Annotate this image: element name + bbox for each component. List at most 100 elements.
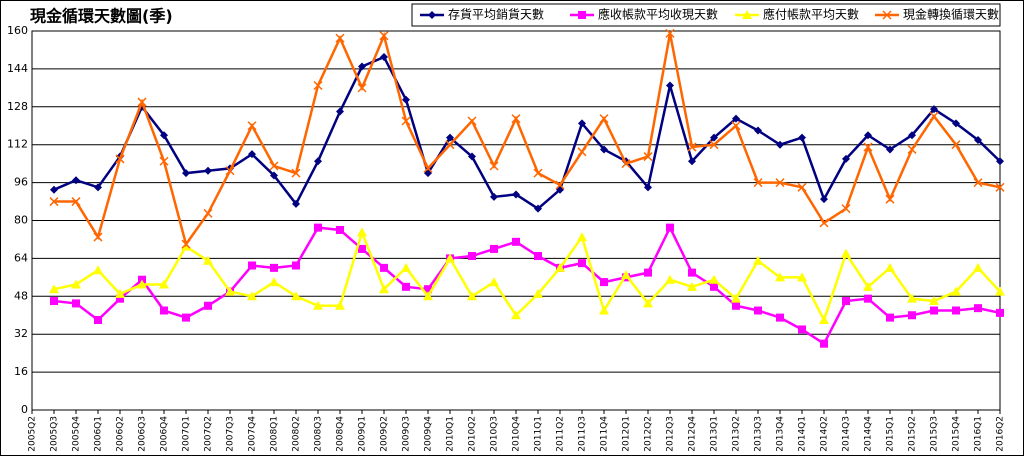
marker [336,107,344,116]
x-tick-label: 2005Q3 [50,416,60,452]
marker [776,313,784,322]
x-tick-label: 2013Q4 [776,416,786,452]
marker [248,261,256,270]
x-tick-label: 2007Q1 [182,416,192,452]
marker [742,10,752,19]
x-tick-label: 2011Q1 [534,416,544,452]
marker [49,197,59,207]
marker [863,142,873,152]
marker [732,114,740,123]
marker [512,190,520,199]
marker [599,114,609,124]
marker [995,286,1005,296]
x-tick-label: 2011Q2 [556,416,566,452]
marker [687,281,697,291]
marker [665,28,675,38]
marker [973,178,983,188]
marker [270,263,278,272]
marker [599,305,609,315]
marker [401,262,411,272]
marker [93,232,103,242]
marker [380,53,388,62]
marker [754,126,762,135]
marker [313,80,323,91]
marker [248,150,256,159]
y-tick-label: 128 [7,100,28,113]
marker [820,339,828,348]
marker [446,133,454,142]
marker [49,284,59,294]
marker [116,294,124,303]
x-tick-label: 2006Q2 [116,416,126,452]
y-tick-label: 112 [7,138,28,151]
x-tick-label: 2008Q3 [314,416,324,452]
y-tick-label: 0 [21,403,28,416]
marker [753,255,763,265]
marker [753,178,763,188]
marker [512,237,520,246]
marker [775,272,785,282]
marker [819,314,829,324]
marker [929,111,939,121]
marker [379,31,389,41]
marker [842,297,850,306]
marker [445,140,455,150]
marker [995,182,1005,192]
x-tick-label: 2014Q2 [820,416,830,452]
marker [710,133,718,142]
marker [952,306,960,315]
marker [864,294,872,303]
marker [841,204,851,214]
marker [335,300,345,310]
marker [885,262,895,272]
marker [182,169,190,178]
marker [533,168,543,178]
marker [864,131,872,140]
marker [380,263,388,272]
marker [379,284,389,294]
marker [160,306,168,315]
x-tick-label: 2015Q1 [886,416,896,452]
marker [424,285,432,294]
marker [533,288,543,298]
marker [951,286,961,296]
x-tick-label: 2010Q1 [446,416,456,452]
marker [336,225,344,234]
marker [291,291,301,301]
marker [951,140,961,150]
marker [797,272,807,282]
marker [181,239,191,249]
marker [204,166,212,175]
marker [882,10,892,20]
x-tick-label: 2016Q2 [996,416,1006,452]
x-tick-label: 2012Q1 [622,416,632,452]
marker [973,262,983,272]
marker [709,140,719,150]
marker [269,277,279,287]
marker [798,133,806,142]
marker [159,279,169,289]
marker [687,142,697,152]
marker [468,152,476,161]
x-tick-label: 2011Q3 [578,416,588,452]
marker [996,308,1004,317]
marker [555,262,565,272]
x-tick-label: 2012Q4 [688,416,698,452]
marker [534,204,542,213]
marker [358,62,366,71]
y-tick-label: 144 [7,62,28,75]
marker [974,304,982,313]
marker [270,171,278,180]
marker [269,161,279,171]
marker [489,161,499,171]
y-tick-label: 32 [14,327,28,340]
series-line [53,55,1001,211]
marker [489,277,499,287]
marker [182,313,190,322]
x-tick-label: 2014Q3 [842,416,852,452]
marker [621,159,631,169]
marker [578,259,586,268]
marker [644,268,652,277]
marker [291,168,301,178]
marker [665,274,675,284]
